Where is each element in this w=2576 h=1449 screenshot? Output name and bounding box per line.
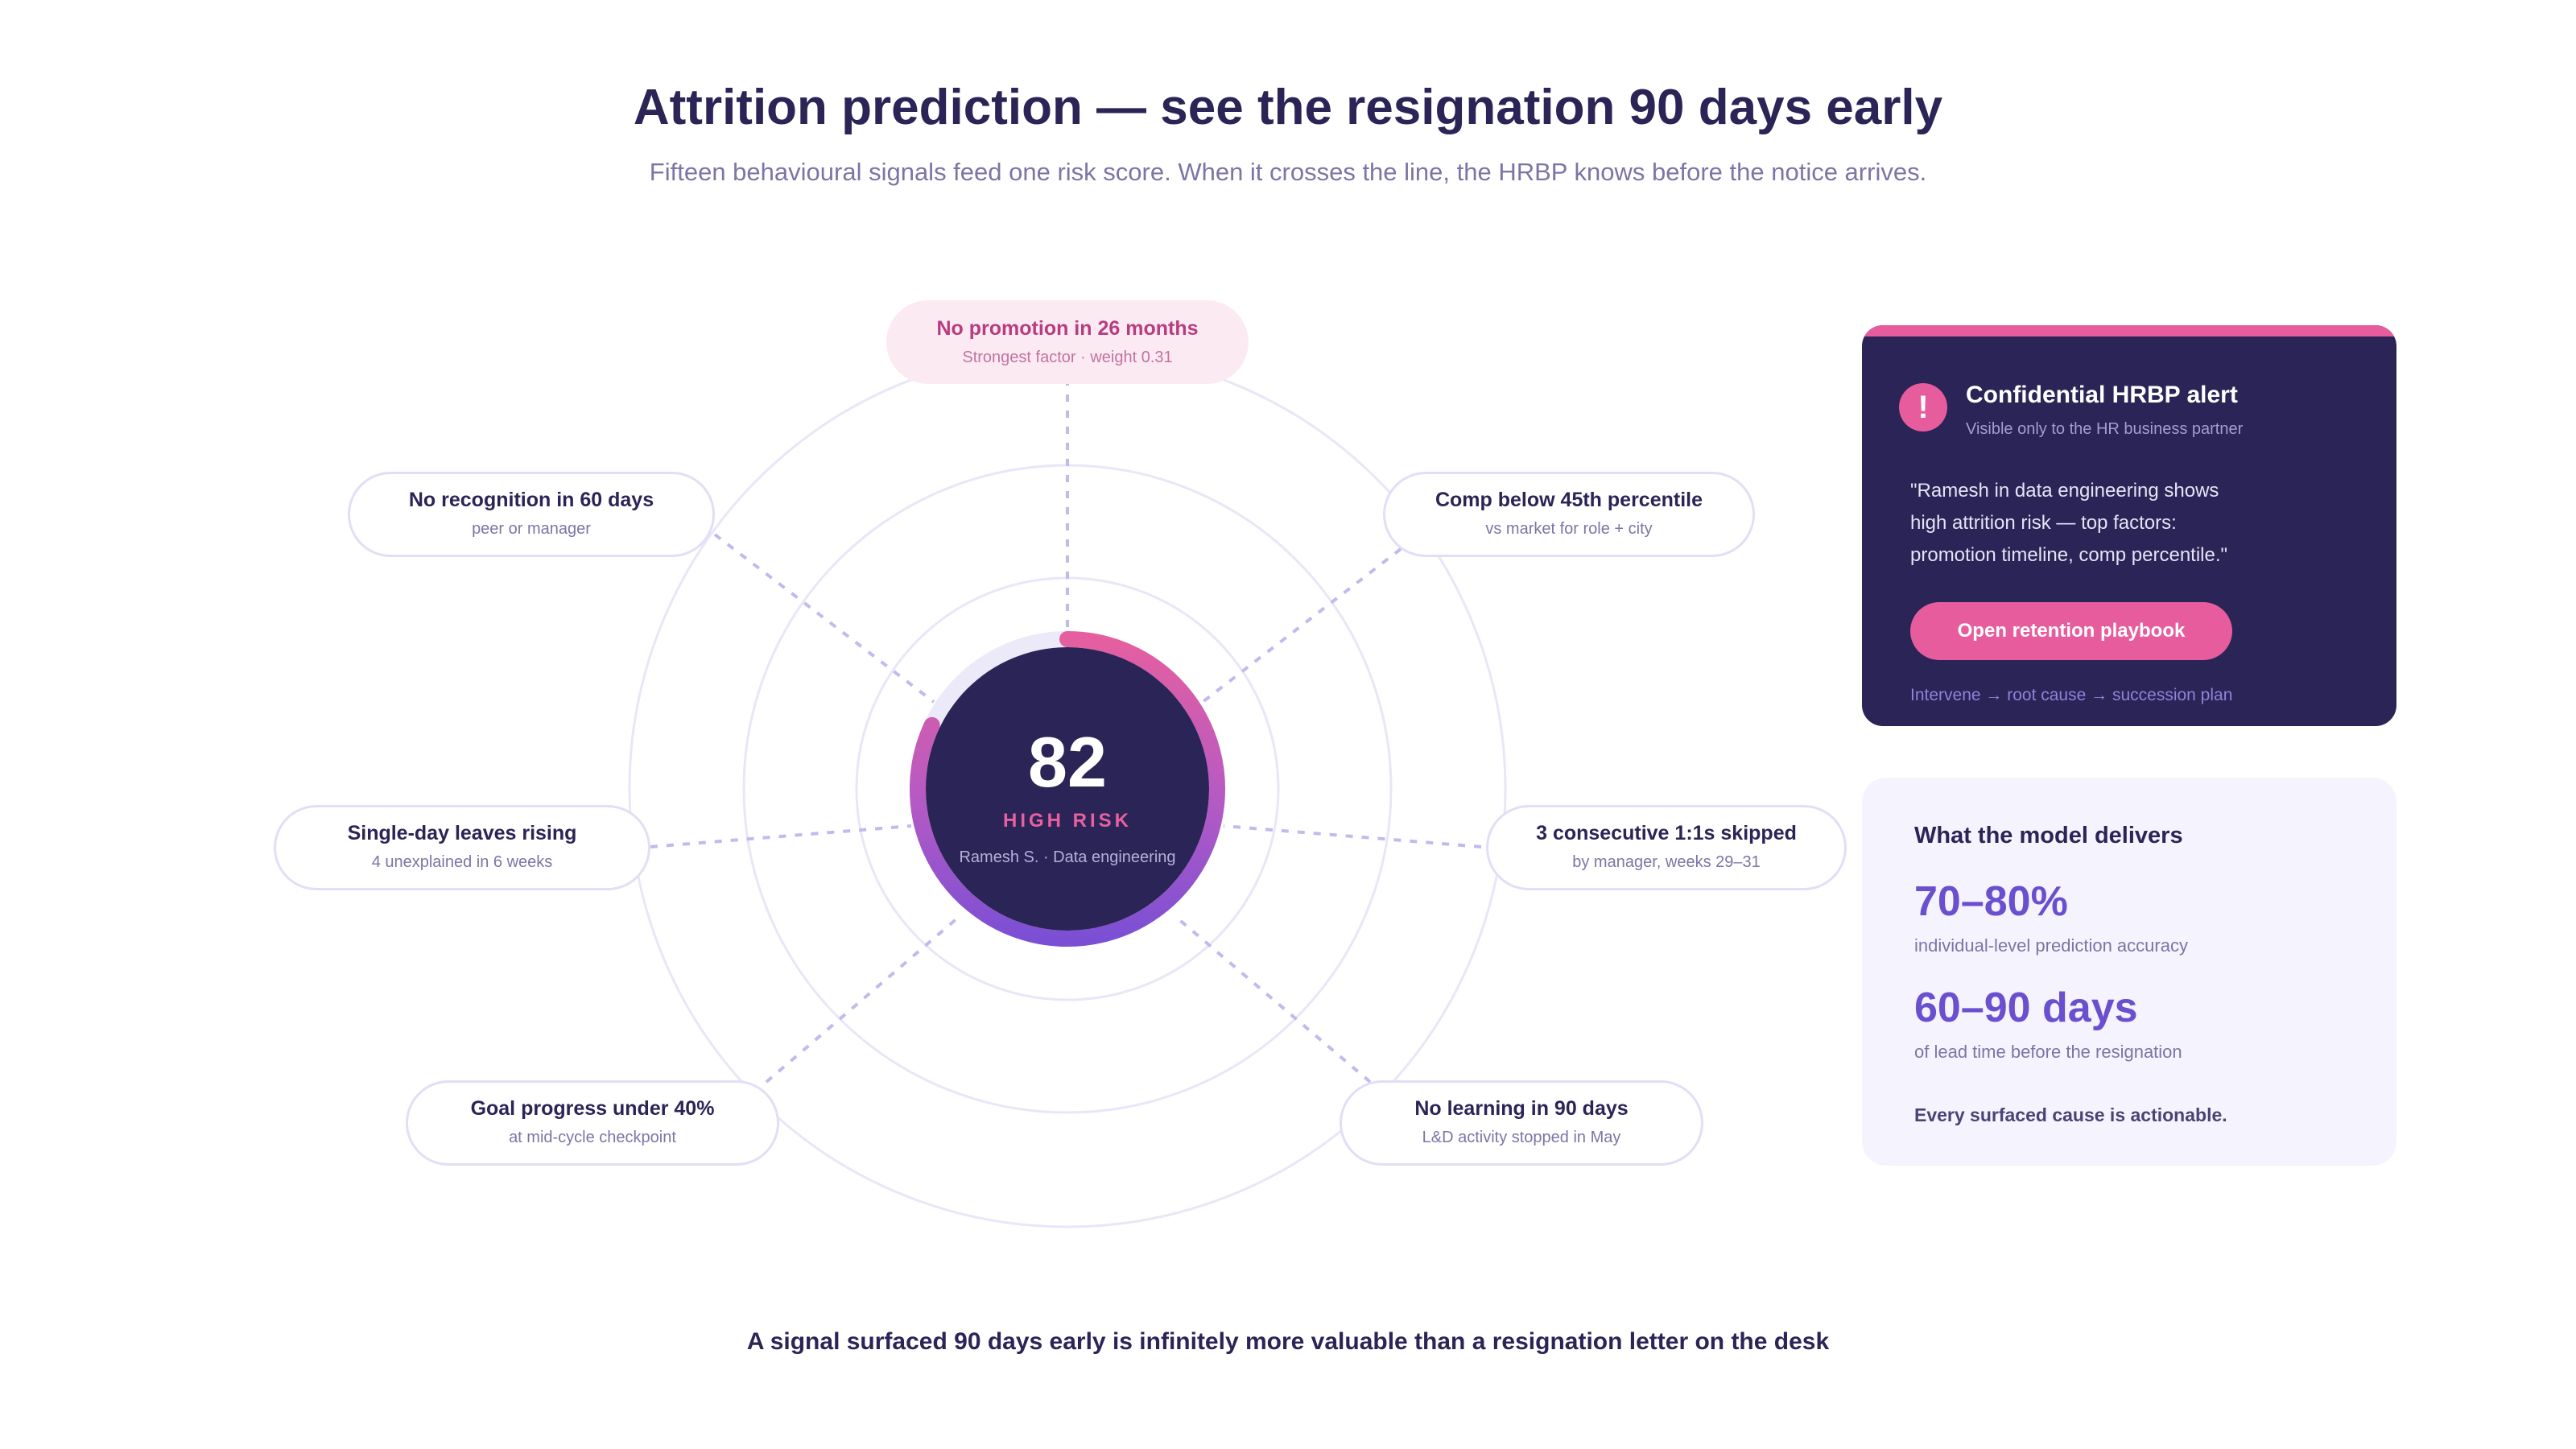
signal-title: Single-day leaves rising — [347, 822, 577, 844]
lead-time-stat-value: 60–90 days — [1914, 985, 2138, 1031]
risk-level-label: HIGH RISK — [1002, 810, 1132, 832]
alert-title: Confidential HRBP alert — [1966, 382, 2238, 408]
signal-single-day-leaves: Single-day leaves rising 4 unexplained i… — [274, 805, 650, 890]
signal-skipped-one-on-ones: 3 consecutive 1:1s skipped by manager, w… — [1486, 805, 1847, 890]
signal-title: No promotion in 26 months — [936, 317, 1199, 340]
score-ring-progress — [910, 631, 1225, 947]
signal-title: No recognition in 60 days — [408, 489, 654, 511]
alert-quote-line: promotion timeline, comp percentile." — [1910, 544, 2228, 566]
connector-leaves — [650, 824, 912, 848]
signal-connectors — [650, 378, 1482, 1084]
page-subtitle: Fifteen behavioural signals feed one ris… — [649, 158, 1927, 186]
footer-tagline: A signal surfaced 90 days early is infin… — [746, 1328, 1830, 1355]
connector-one-on-ones — [1223, 824, 1482, 848]
signal-title: Goal progress under 40% — [470, 1097, 715, 1120]
signal-title: 3 consecutive 1:1s skipped — [1536, 822, 1797, 844]
alert-workflow-path: Intervene → root cause → succession plan — [1910, 686, 2233, 704]
signal-title: Comp below 45th percentile — [1435, 489, 1703, 511]
lead-time-stat-label: of lead time before the resignation — [1914, 1042, 2182, 1062]
signal-comp-percentile: Comp below 45th percentile vs market for… — [1383, 472, 1755, 557]
signal-goal-progress: Goal progress under 40% at mid-cycle che… — [406, 1080, 779, 1166]
open-retention-playbook-button[interactable]: Open retention playbook — [1910, 602, 2232, 660]
signal-no-promotion: No promotion in 26 months Strongest fact… — [886, 300, 1249, 384]
signal-subtitle: Strongest factor · weight 0.31 — [962, 349, 1173, 366]
accuracy-stat-label: individual-level prediction accuracy — [1914, 935, 2188, 956]
signal-no-learning: No learning in 90 days L&D activity stop… — [1340, 1080, 1703, 1166]
alert-subtitle: Visible only to the HR business partner — [1966, 420, 2244, 438]
alert-quote-line: "Ramesh in data engineering shows — [1910, 480, 2219, 502]
connector-recognition — [713, 533, 935, 704]
risk-score-value: 82 — [1028, 722, 1107, 802]
signal-subtitle: vs market for role + city — [1485, 520, 1653, 538]
model-card-title: What the model delivers — [1914, 823, 2183, 848]
exclamation-icon: ! — [1899, 383, 1947, 431]
hrbp-alert-card: ! Confidential HRBP alert Visible only t… — [1862, 325, 2396, 726]
model-delivers-card: What the model delivers 70–80% individua… — [1862, 778, 2396, 1166]
connector-goals — [765, 916, 960, 1084]
signal-subtitle: at mid-cycle checkpoint — [509, 1129, 676, 1146]
accuracy-stat-value: 70–80% — [1914, 878, 2068, 925]
employee-label: Ramesh S. · Data engineering — [959, 848, 1176, 866]
signal-title: No learning in 90 days — [1414, 1097, 1629, 1120]
model-card-footnote: Every surfaced cause is actionable. — [1914, 1104, 2227, 1125]
score-core — [926, 647, 1209, 931]
signal-no-recognition: No recognition in 60 days peer or manage… — [348, 472, 715, 557]
connector-learning — [1175, 916, 1372, 1084]
signal-subtitle: by manager, weeks 29–31 — [1572, 853, 1761, 871]
page-title: Attrition prediction — see the resignati… — [633, 80, 1943, 135]
alert-quote: "Ramesh in data engineering shows high a… — [1910, 475, 2289, 572]
signal-subtitle: peer or manager — [472, 520, 591, 538]
alert-quote-line: high attrition risk — top factors: — [1910, 512, 2177, 534]
signal-subtitle: L&D activity stopped in May — [1422, 1129, 1621, 1146]
alert-accent-bar — [1862, 325, 2396, 336]
signal-subtitle: 4 unexplained in 6 weeks — [371, 853, 553, 871]
